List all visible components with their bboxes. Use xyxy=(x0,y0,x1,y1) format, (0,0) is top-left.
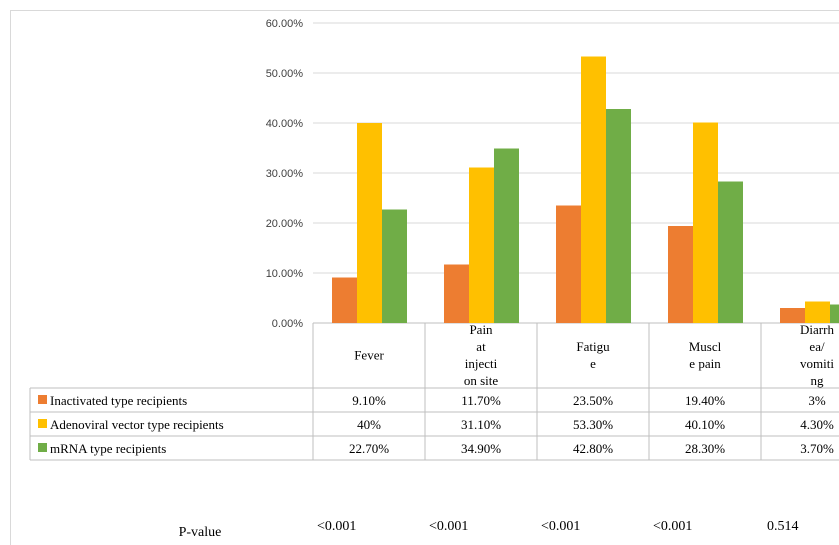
legend-swatch xyxy=(38,395,47,404)
category-label: e pain xyxy=(689,356,721,371)
bar xyxy=(382,209,407,323)
bar xyxy=(718,181,743,323)
data-label: 3.70% xyxy=(800,441,834,456)
data-label: 53.30% xyxy=(573,417,613,432)
bar xyxy=(357,123,382,323)
bar xyxy=(693,122,718,323)
legend-label: Inactivated type recipients xyxy=(50,393,187,408)
category-label: Diarrh xyxy=(800,322,834,337)
pvalue: <0.001 xyxy=(653,519,692,534)
bar xyxy=(494,148,519,323)
category-label: Pain xyxy=(469,322,493,337)
data-label: 22.70% xyxy=(349,441,389,456)
y-tick-label: 60.00% xyxy=(266,18,304,30)
y-tick-label: 40.00% xyxy=(266,118,304,130)
bar xyxy=(469,167,494,323)
pvalue: <0.001 xyxy=(317,519,356,534)
legend-label: mRNA type recipients xyxy=(50,441,166,456)
data-label: 19.40% xyxy=(685,393,725,408)
y-tick-label: 20.00% xyxy=(266,218,304,230)
data-label: 23.50% xyxy=(573,393,613,408)
pvalue: 0.514 xyxy=(767,519,799,534)
data-label: 28.30% xyxy=(685,441,725,456)
bar xyxy=(830,304,839,323)
legend-swatch xyxy=(38,443,47,452)
data-label: 40% xyxy=(357,417,381,432)
bar xyxy=(581,56,606,323)
chart-frame xyxy=(10,10,839,545)
y-tick-label: 10.00% xyxy=(266,268,304,280)
data-label: 4.30% xyxy=(800,417,834,432)
category-label: vomiti xyxy=(800,356,834,371)
category-label: Muscl xyxy=(689,339,722,354)
bar xyxy=(332,277,357,323)
category-label: e xyxy=(590,356,596,371)
pvalue: <0.001 xyxy=(429,519,468,534)
bar xyxy=(556,205,581,323)
data-label: 42.80% xyxy=(573,441,613,456)
y-tick-label: 30.00% xyxy=(266,168,304,180)
bar xyxy=(805,301,830,323)
bar xyxy=(606,109,631,323)
category-label: injecti xyxy=(465,356,498,371)
y-tick-label: 50.00% xyxy=(266,68,304,80)
data-label: 34.90% xyxy=(461,441,501,456)
pvalue-label: P-value xyxy=(179,525,222,540)
y-tick-label: 0.00% xyxy=(272,318,303,330)
data-label: 3% xyxy=(808,393,826,408)
legend-label: Adenoviral vector type recipients xyxy=(50,417,224,432)
data-label: 11.70% xyxy=(461,393,501,408)
pvalue: <0.001 xyxy=(541,519,580,534)
data-label: 31.10% xyxy=(461,417,501,432)
bar xyxy=(780,308,805,323)
bar xyxy=(668,226,693,323)
data-label: 40.10% xyxy=(685,417,725,432)
category-label: at xyxy=(476,339,486,354)
category-label: ea/ xyxy=(809,339,825,354)
bar xyxy=(444,264,469,323)
legend-swatch xyxy=(38,419,47,428)
category-label: Fatigu xyxy=(576,339,610,354)
category-label: ng xyxy=(811,373,825,388)
category-label: on site xyxy=(464,373,499,388)
data-label: 9.10% xyxy=(352,393,386,408)
category-label: Fever xyxy=(354,348,384,363)
